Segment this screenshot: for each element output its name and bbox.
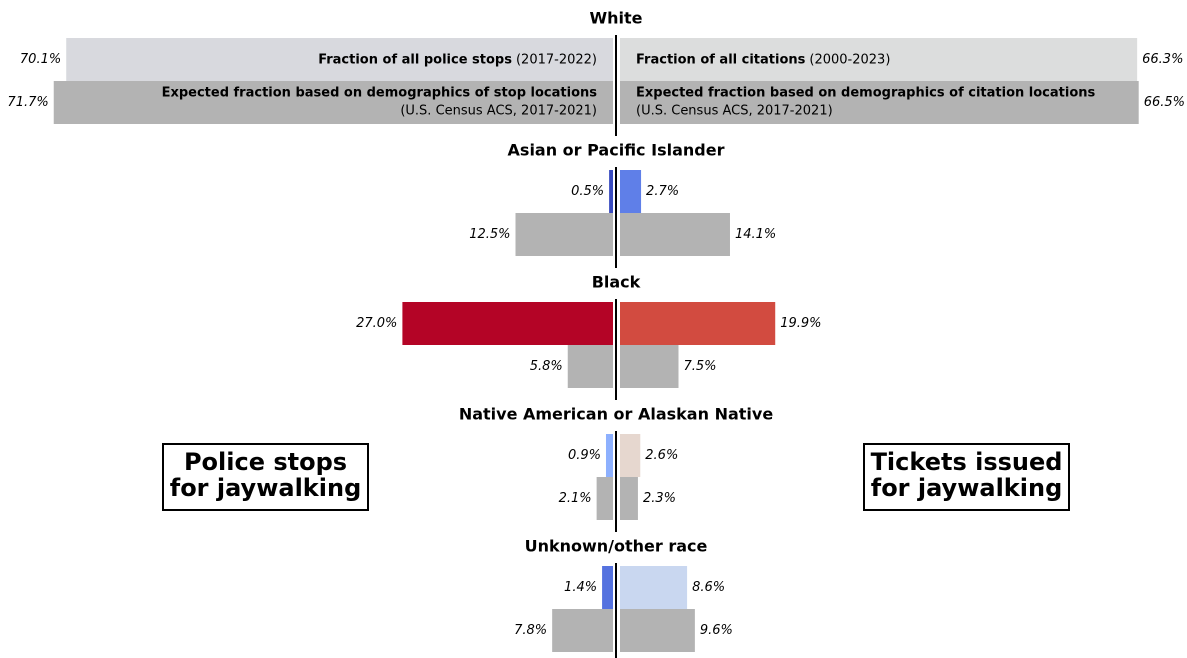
group-title: White [589,9,642,28]
series-source: (U.S. Census ACS, 2017-2021) [400,104,597,119]
series-name: Fraction of all police stops [318,52,512,67]
value-label: 19.9% [780,316,821,331]
series-source: (U.S. Census ACS, 2017-2021) [636,104,833,119]
bar [605,434,613,477]
group-title: Asian or Pacific Islander [508,141,725,160]
group-title: Native American or Alaskan Native [459,405,773,424]
right-title: for jaywalking [871,474,1063,502]
right-title: Tickets issued [871,448,1063,476]
value-label: 1.4% [564,580,597,595]
series-source: (2000-2023) [809,52,890,67]
bar [552,609,613,652]
series-name: Expected fraction based on demographics … [162,86,598,101]
bar [620,81,1139,124]
value-label: 2.1% [559,491,592,506]
value-label: 27.0% [356,316,397,331]
series-name: Expected fraction based on demographics … [636,86,1096,101]
bar [567,345,613,388]
bar [620,170,642,213]
left-box [162,443,369,511]
value-label: 8.6% [692,580,725,595]
value-label: 2.7% [646,184,679,199]
bar [620,213,730,256]
bar [620,434,641,477]
bar [402,302,613,345]
series-label: Fraction of all citations (2000-2023) [636,52,890,67]
value-label: 9.6% [700,623,733,638]
right-box [863,443,1070,511]
value-label: 66.5% [1144,95,1185,110]
bar [620,477,638,520]
bar [620,345,679,388]
bar [66,38,614,81]
bar [609,170,613,213]
bar [620,609,695,652]
bar [620,566,688,609]
group-title: Black [592,273,641,292]
left-title: for jaywalking [170,474,362,502]
value-label: 7.5% [684,359,717,374]
value-label: 66.3% [1142,52,1183,67]
value-label: 0.9% [568,448,601,463]
value-label: 70.1% [20,52,61,67]
value-label: 5.8% [530,359,563,374]
left-title: Police stops [184,448,347,476]
group-title: Unknown/other race [525,537,708,556]
value-label: 2.3% [643,491,676,506]
value-label: 71.7% [7,95,48,110]
value-label: 14.1% [735,227,776,242]
bar [602,566,613,609]
series-name: Fraction of all citations [636,52,806,67]
series-source: (2017-2022) [516,52,597,67]
series-label: Fraction of all police stops (2017-2022) [318,52,597,67]
value-label: 2.6% [645,448,678,463]
bar [620,38,1138,81]
value-label: 7.8% [514,623,547,638]
bar [515,213,613,256]
bar [620,302,776,345]
bar [596,477,613,520]
value-label: 12.5% [469,227,510,242]
value-label: 0.5% [571,184,604,199]
bar [53,81,614,124]
